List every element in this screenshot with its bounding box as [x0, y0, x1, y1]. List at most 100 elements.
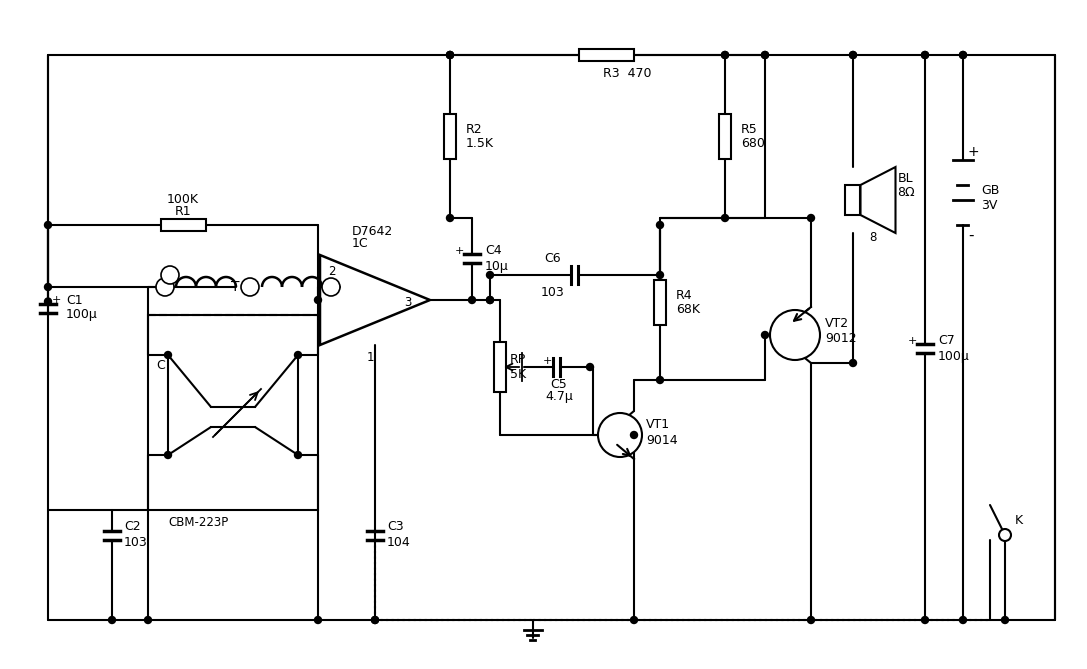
Circle shape: [587, 363, 594, 371]
Circle shape: [808, 215, 814, 221]
Circle shape: [487, 272, 493, 278]
Circle shape: [722, 52, 728, 58]
Circle shape: [145, 617, 151, 624]
Circle shape: [1001, 617, 1009, 624]
Circle shape: [960, 617, 966, 624]
Text: C3: C3: [387, 520, 403, 533]
Circle shape: [487, 296, 493, 304]
Text: +: +: [969, 145, 979, 159]
Circle shape: [487, 296, 493, 304]
Circle shape: [960, 52, 966, 58]
Circle shape: [295, 351, 301, 359]
Text: -: -: [969, 227, 974, 242]
Text: C4: C4: [485, 244, 501, 256]
Text: C5: C5: [551, 377, 567, 391]
Text: 680: 680: [741, 137, 765, 150]
Circle shape: [922, 52, 928, 58]
Circle shape: [762, 52, 769, 58]
Text: C1: C1: [66, 294, 83, 306]
Text: 103: 103: [541, 286, 565, 298]
Text: +: +: [542, 356, 552, 366]
Circle shape: [447, 52, 453, 58]
Circle shape: [657, 272, 663, 278]
Text: 5K: 5K: [510, 367, 526, 381]
Circle shape: [850, 359, 857, 367]
Text: 8: 8: [869, 231, 876, 244]
Circle shape: [999, 529, 1011, 541]
Circle shape: [770, 310, 820, 360]
Circle shape: [922, 52, 928, 58]
Bar: [654, 280, 666, 325]
Text: 10μ: 10μ: [485, 260, 509, 272]
Text: +: +: [454, 246, 464, 256]
Circle shape: [722, 215, 728, 221]
Text: CBM-223P: CBM-223P: [168, 516, 228, 529]
Circle shape: [161, 266, 179, 284]
Text: 103: 103: [124, 537, 148, 549]
Circle shape: [45, 221, 51, 229]
Circle shape: [322, 278, 340, 296]
Circle shape: [850, 52, 857, 58]
Circle shape: [960, 52, 966, 58]
Circle shape: [922, 617, 928, 624]
Text: VT2: VT2: [825, 316, 849, 330]
Circle shape: [157, 278, 174, 296]
Text: R2: R2: [466, 123, 483, 136]
Circle shape: [45, 298, 51, 305]
Circle shape: [372, 617, 378, 624]
Circle shape: [372, 617, 378, 624]
Circle shape: [447, 52, 453, 58]
Bar: [579, 49, 635, 61]
Text: R1: R1: [175, 205, 191, 217]
Text: +: +: [908, 335, 916, 345]
Circle shape: [164, 452, 172, 458]
Text: R5: R5: [741, 123, 758, 136]
Circle shape: [657, 377, 663, 383]
Text: d: d: [247, 282, 253, 292]
Text: R3  470: R3 470: [603, 66, 651, 80]
Circle shape: [762, 52, 769, 58]
Circle shape: [762, 332, 769, 339]
Text: 1.5K: 1.5K: [466, 137, 493, 150]
Text: 3: 3: [404, 296, 412, 308]
Bar: [846, 185, 861, 215]
Text: C: C: [157, 359, 165, 371]
Text: 1: 1: [366, 351, 374, 363]
Text: C2: C2: [124, 520, 140, 533]
Circle shape: [657, 221, 663, 229]
Text: VT1: VT1: [646, 419, 670, 432]
Text: 100μ: 100μ: [66, 308, 98, 320]
Text: b: b: [162, 282, 168, 292]
Bar: [719, 114, 730, 159]
Bar: [148, 315, 318, 510]
Text: D7642: D7642: [352, 225, 393, 237]
Text: 68K: 68K: [676, 303, 700, 316]
Text: +: +: [52, 294, 61, 304]
Circle shape: [630, 617, 637, 624]
Text: 100K: 100K: [167, 193, 199, 205]
Circle shape: [808, 617, 814, 624]
Circle shape: [45, 284, 51, 290]
Text: 2: 2: [328, 264, 336, 278]
Text: C6: C6: [545, 252, 561, 264]
Text: 3V: 3V: [980, 199, 998, 211]
Text: T: T: [230, 280, 239, 294]
Circle shape: [314, 617, 322, 624]
Text: a: a: [328, 282, 334, 292]
Circle shape: [468, 296, 475, 304]
Text: 100μ: 100μ: [938, 349, 970, 363]
Circle shape: [722, 52, 728, 58]
Text: GB: GB: [980, 183, 999, 197]
Circle shape: [598, 413, 642, 457]
Circle shape: [447, 215, 453, 221]
Text: K: K: [1015, 514, 1023, 527]
Text: 104: 104: [387, 537, 411, 549]
Circle shape: [447, 52, 453, 58]
Text: 8Ω: 8Ω: [898, 185, 915, 199]
Text: C7: C7: [938, 334, 954, 347]
Text: BL: BL: [898, 171, 913, 185]
Circle shape: [164, 351, 172, 359]
Circle shape: [630, 432, 637, 438]
Text: 9012: 9012: [825, 332, 857, 345]
Circle shape: [314, 296, 322, 304]
